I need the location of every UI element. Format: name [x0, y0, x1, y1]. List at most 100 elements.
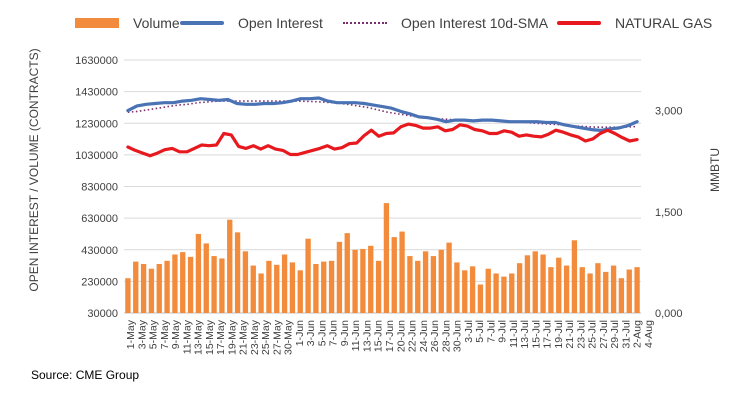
volume-bar: [219, 258, 225, 313]
x-tick-label: 11-May: [181, 319, 193, 354]
volume-bar: [383, 203, 390, 313]
y-left-tick-label: 430000: [81, 245, 118, 257]
volume-bar: [618, 278, 625, 313]
volume-bar: [140, 263, 147, 313]
volume-bar: [540, 254, 546, 313]
x-tick-label: 4-Aug: [643, 320, 655, 348]
volume-bar: [274, 264, 280, 313]
volume-bar: [415, 260, 421, 313]
x-tick-label: 25-Jul: [587, 320, 599, 349]
y-left-tick-label: 1030000: [75, 150, 118, 162]
volume-bar: [305, 238, 311, 313]
y-left-tick-label: 630000: [81, 213, 118, 225]
volume-bar: [368, 245, 374, 313]
x-tick-label: 17-Jun: [384, 320, 396, 352]
volume-bar: [493, 273, 499, 313]
x-tick-label: 27-May: [271, 319, 283, 355]
volume-bar: [587, 273, 593, 313]
volume-bar: [548, 267, 554, 313]
y-left-tick-label: 1230000: [75, 118, 118, 130]
volume-bar: [422, 251, 429, 313]
x-tick-label: 5-Jun: [316, 320, 328, 346]
volume-bar: [485, 268, 491, 313]
volume-bar: [501, 276, 507, 313]
x-tick-label: 15-May: [204, 319, 216, 355]
x-tick-label: 30-Jun: [452, 320, 464, 352]
volume-bar: [266, 260, 272, 313]
x-tick-label: 15-Jun: [373, 320, 385, 352]
x-tick-label: 11-Jun: [350, 320, 362, 351]
x-tick-label: 9-May: [170, 319, 182, 349]
legend-swatch-natural-gas: [557, 21, 601, 25]
y-right-tick-labels: 3,000 1,500 0,000: [655, 106, 683, 320]
x-tick-label: 30-May: [283, 319, 295, 355]
x-tick-label: 21-May: [238, 319, 250, 355]
legend-label-open-interest: Open Interest: [238, 15, 323, 31]
y-right-tick-label: 0,000: [655, 308, 683, 320]
volume-bar: [297, 270, 303, 313]
x-tick-label: 3-May: [136, 319, 148, 349]
volume-bar: [438, 249, 444, 313]
x-tick-label: 23-Jul: [575, 320, 587, 349]
chart-legend: Volume Open Interest Open Interest 10d-S…: [0, 10, 752, 36]
volume-bar: [477, 284, 484, 313]
volume-bar: [556, 257, 562, 313]
volume-bar: [172, 254, 178, 313]
volume-bar: [399, 231, 405, 313]
volume-bar: [313, 263, 319, 313]
volume-bar: [626, 269, 632, 313]
x-tick-label: 1-May: [125, 319, 137, 349]
volume-bar: [344, 233, 350, 313]
volume-bar: [195, 233, 202, 313]
x-tick-label: 29-Jul: [609, 320, 621, 349]
y-left-axis-title: OPEN INTEREST / VOLUME (CONTRACTS): [27, 48, 41, 292]
volume-bar: [258, 273, 264, 313]
source-note: Source: CME Group: [31, 368, 140, 382]
x-tick-label: 23-May: [249, 319, 261, 355]
x-tick-label: 5-May: [148, 319, 160, 349]
series-lines: [126, 96, 639, 158]
x-tick-label: 11-Jul: [508, 320, 520, 348]
x-tick-labels: 1-May 3-May 5-May 7-May 9-May 11-May 13-May 15-…: [125, 319, 655, 355]
volume-bar: [281, 254, 288, 313]
volume-bars: [125, 203, 640, 313]
volume-bar: [462, 270, 468, 313]
x-tick-label: 17-Jul: [542, 320, 554, 349]
volume-bar: [391, 237, 397, 313]
legend-swatch-open-interest: [180, 21, 224, 25]
x-tick-label: 7-Jul: [485, 320, 497, 343]
volume-bar: [328, 260, 335, 313]
x-tick-label: 5-Jul: [474, 320, 486, 343]
legend-item-natural-gas: NATURAL GAS: [557, 10, 712, 36]
x-tick-label: 1-Jun: [294, 320, 306, 346]
legend-label-natural-gas: NATURAL GAS: [615, 15, 713, 31]
volume-bar: [133, 261, 139, 313]
y-left-tick-label: 1630000: [75, 55, 118, 67]
x-tick-label: 7-Jun: [328, 320, 340, 346]
volume-bar: [407, 256, 413, 313]
x-tick-label: 19-May: [226, 319, 238, 355]
x-tick-label: 9-Jun: [339, 320, 351, 346]
volume-bar: [610, 265, 617, 313]
x-tick-label: 28-Jun: [440, 320, 452, 352]
y-right-tick-label: 3,000: [655, 106, 683, 118]
x-tick-label: 13-Jun: [362, 320, 374, 352]
x-tick-label: 3-Jun: [305, 320, 317, 346]
volume-bar: [227, 219, 233, 313]
y-left-tick-label: 830000: [81, 182, 118, 194]
x-tick-label: 27-Jul: [598, 320, 610, 349]
volume-bar: [180, 252, 186, 313]
volume-bar: [516, 263, 523, 313]
chart-gridlines: [124, 59, 641, 314]
legend-item-oi-sma: Open Interest 10d-SMA: [343, 10, 548, 36]
legend-swatch-oi-sma: [343, 22, 387, 24]
volume-bar: [187, 256, 194, 313]
x-tick-label: 21-Jul: [564, 320, 576, 349]
x-tick-label: 7-May: [159, 319, 171, 349]
volume-bar: [156, 263, 162, 313]
y-left-tick-labels: 1630000 1430000 1230000 1030000 830000 630000…: [75, 55, 118, 320]
x-tick-label: 31-Jul: [621, 320, 633, 349]
volume-bar: [234, 232, 241, 313]
x-tick-label: 2-Aug: [632, 320, 644, 348]
